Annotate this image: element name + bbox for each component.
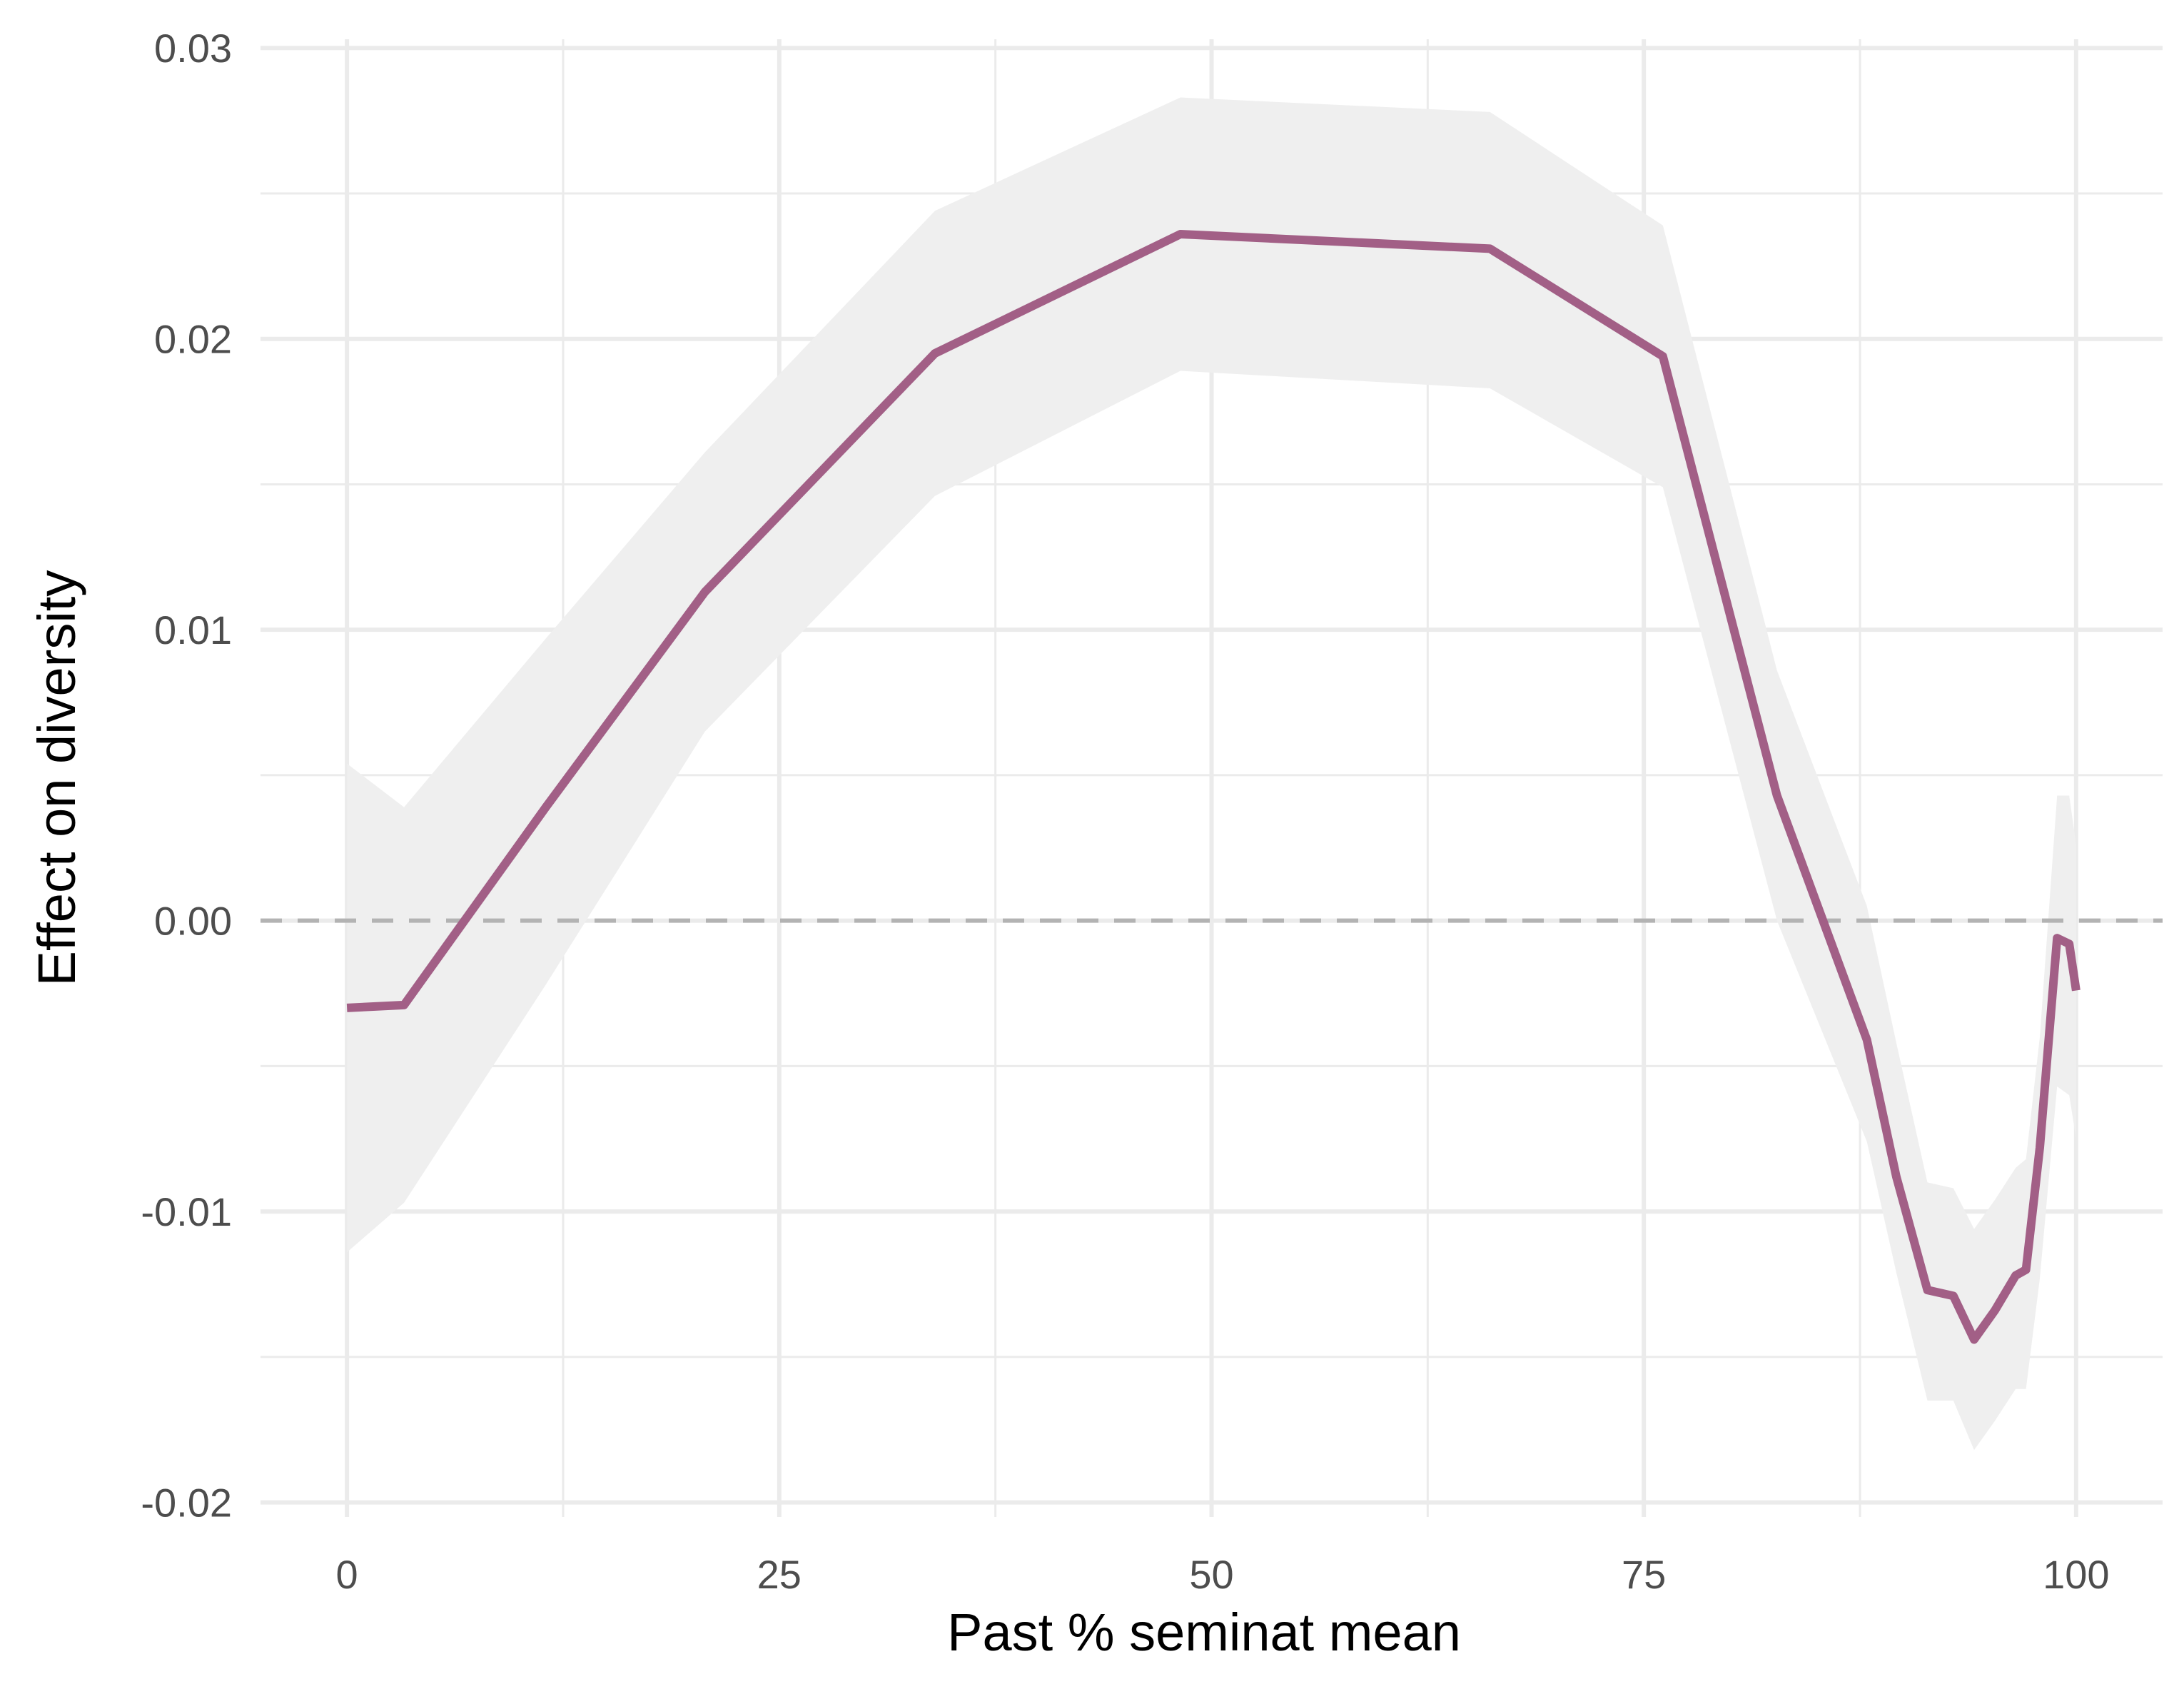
- y-tick-labels: -0.02 -0.01 0.00 0.01 0.02 0.03: [141, 26, 232, 1525]
- confidence-ribbon: [347, 97, 2076, 1451]
- confidence-ribbon-layer: [347, 97, 2076, 1451]
- x-tick-label: 25: [757, 1552, 802, 1597]
- x-axis-title: Past % seminat mean: [947, 1603, 1461, 1662]
- y-tick-label: 0.00: [154, 899, 232, 944]
- x-tick-label: 50: [1189, 1552, 1233, 1597]
- y-tick-label: 0.01: [154, 607, 232, 652]
- x-tick-labels: 0 25 50 75 100: [336, 1552, 2110, 1597]
- y-axis-title: Effect on diversity: [27, 570, 86, 987]
- x-tick-label: 0: [336, 1552, 358, 1597]
- x-tick-label: 100: [2043, 1552, 2109, 1597]
- y-tick-label: -0.01: [141, 1189, 232, 1234]
- x-tick-label: 75: [1622, 1552, 1666, 1597]
- y-tick-label: 0.02: [154, 317, 232, 362]
- effect-line-layer: [346, 230, 2081, 1344]
- effect-line: [346, 230, 2081, 1344]
- y-tick-label: 0.03: [154, 26, 232, 71]
- y-tick-label: -0.02: [141, 1481, 232, 1526]
